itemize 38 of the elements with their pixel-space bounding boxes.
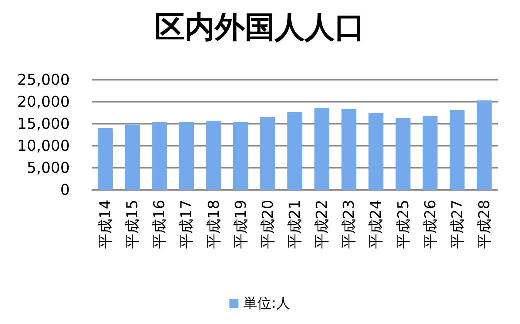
bar <box>368 113 384 190</box>
y-tick-label: 10,000 <box>18 137 70 155</box>
bar <box>206 121 222 190</box>
bar <box>260 117 276 190</box>
y-tick-label: 25,000 <box>18 71 70 89</box>
y-tick-label: 15,000 <box>18 115 70 133</box>
chart-title: 区内外国人人口 <box>155 10 365 46</box>
x-tick-label: 平成22 <box>313 200 332 250</box>
legend-label: 単位:人 <box>244 296 290 312</box>
x-tick-label: 平成18 <box>204 200 223 250</box>
bar <box>450 110 465 190</box>
bar <box>477 100 492 190</box>
x-tick-label: 平成23 <box>340 200 358 250</box>
x-tick-label: 平成20 <box>258 200 277 250</box>
bar <box>125 124 140 190</box>
bar <box>179 122 194 190</box>
x-tick-label: 平成28 <box>475 200 494 250</box>
y-tick-label: 20,000 <box>18 93 70 111</box>
bar <box>288 112 302 190</box>
x-tick-label: 平成15 <box>124 200 142 250</box>
x-tick-label: 平成19 <box>232 200 250 250</box>
x-tick-label: 平成14 <box>96 200 115 250</box>
x-tick-label: 平成21 <box>286 200 304 250</box>
x-tick-label: 平成26 <box>421 200 440 250</box>
x-tick-label: 平成16 <box>150 200 169 250</box>
bar <box>98 128 113 190</box>
bar <box>342 109 357 190</box>
x-tick-label: 平成27 <box>448 200 466 250</box>
bar <box>152 122 168 190</box>
bar <box>233 122 248 190</box>
bar <box>396 118 411 190</box>
bar <box>422 116 438 190</box>
x-tick-label: 平成24 <box>367 200 386 250</box>
x-tick-label: 平成25 <box>394 200 412 250</box>
bar <box>314 108 330 190</box>
y-tick-label: 5,000 <box>27 159 70 177</box>
x-tick-label: 平成17 <box>178 200 196 250</box>
y-tick-label: 0 <box>60 181 70 199</box>
